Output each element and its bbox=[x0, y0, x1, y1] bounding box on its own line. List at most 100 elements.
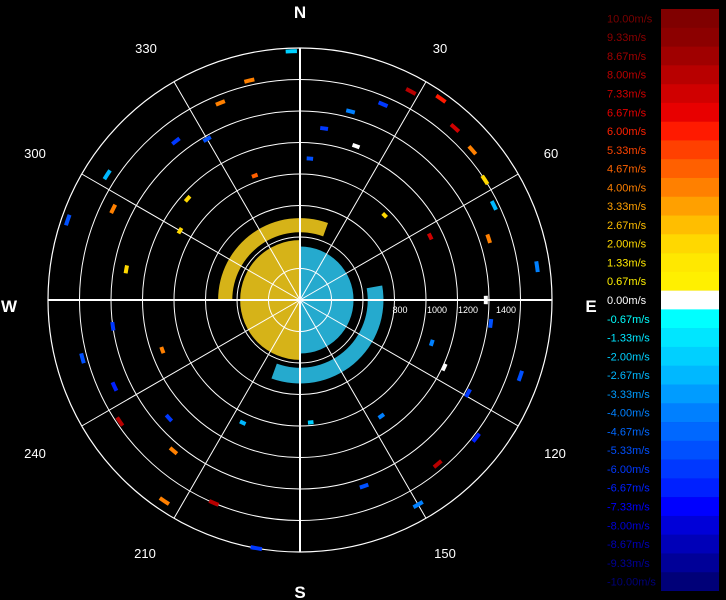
legend-swatch bbox=[661, 497, 719, 517]
bearing-spoke-300 bbox=[81, 173, 301, 301]
legend-swatch bbox=[661, 515, 719, 535]
compass-east: E bbox=[585, 297, 596, 316]
echo-region-approaching-ring bbox=[218, 218, 329, 300]
legend-label: 0.67m/s bbox=[607, 276, 647, 288]
velocity-gate bbox=[243, 77, 255, 84]
legend-swatch bbox=[661, 403, 719, 423]
legend-swatch bbox=[661, 102, 719, 122]
velocity-gate bbox=[215, 99, 226, 107]
bearing-label-330: 330 bbox=[135, 41, 157, 56]
legend-label: -6.67m/s bbox=[607, 483, 650, 495]
scattered-gates bbox=[64, 49, 540, 552]
range-label-1200: 1200 bbox=[458, 305, 478, 315]
velocity-gate bbox=[250, 545, 263, 552]
bearing-label-300: 300 bbox=[24, 146, 46, 161]
bearing-spoke-60 bbox=[299, 173, 519, 301]
legend-swatch bbox=[661, 309, 719, 329]
legend-swatch bbox=[661, 365, 719, 385]
velocity-gate bbox=[516, 370, 524, 382]
compass-north: N bbox=[294, 3, 306, 22]
velocity-gate bbox=[440, 363, 448, 372]
velocity-gate bbox=[109, 203, 118, 214]
polar-grid bbox=[47, 47, 553, 553]
legend-swatch bbox=[661, 253, 719, 273]
legend-label: -6.00m/s bbox=[607, 464, 650, 476]
velocity-gate bbox=[534, 260, 540, 273]
legend-label: -7.33m/s bbox=[607, 502, 650, 514]
velocity-gate bbox=[464, 388, 472, 398]
legend-label: -9.33m/s bbox=[607, 558, 650, 570]
velocity-gate bbox=[123, 265, 129, 274]
velocity-gate bbox=[377, 100, 389, 109]
legend-label: -0.67m/s bbox=[607, 314, 650, 326]
legend-swatch bbox=[661, 328, 719, 348]
velocity-gate bbox=[428, 339, 435, 347]
bearing-label-120: 120 bbox=[544, 446, 566, 461]
legend-swatch bbox=[661, 290, 719, 310]
velocity-gate bbox=[102, 169, 112, 181]
legend-swatch bbox=[661, 215, 719, 235]
velocity-gate bbox=[176, 226, 184, 235]
range-label-1400: 1400 bbox=[496, 305, 516, 315]
velocity-gate bbox=[183, 194, 192, 203]
legend-swatch bbox=[661, 196, 719, 216]
legend-label: 5.33m/s bbox=[607, 145, 647, 157]
velocity-gate bbox=[480, 174, 490, 186]
velocity-gate bbox=[449, 122, 461, 133]
bearing-spoke-210 bbox=[173, 299, 301, 519]
velocity-gate bbox=[345, 108, 356, 115]
legend-swatch bbox=[661, 9, 719, 29]
legend-swatch bbox=[661, 234, 719, 254]
legend-label: 4.00m/s bbox=[607, 182, 647, 194]
velocity-gate bbox=[467, 144, 478, 156]
legend-swatch bbox=[661, 572, 719, 591]
legend-label: 6.67m/s bbox=[607, 107, 647, 119]
compass-south: S bbox=[294, 583, 305, 600]
legend-label: -8.00m/s bbox=[607, 520, 650, 532]
legend-label: -1.33m/s bbox=[607, 333, 650, 345]
velocity-color-legend: 10.00m/s 9.33m/s 8.67m/s 8.00m/s 7.33m/s 6.67… bbox=[603, 9, 723, 591]
velocity-gate bbox=[202, 135, 212, 143]
legend-swatch bbox=[661, 177, 719, 198]
velocity-gate bbox=[208, 499, 220, 507]
legend-swatch bbox=[661, 553, 719, 573]
velocity-gate bbox=[251, 172, 259, 179]
velocity-gate bbox=[79, 352, 86, 364]
legend-label: -3.33m/s bbox=[607, 389, 650, 401]
velocity-gate bbox=[110, 321, 116, 331]
velocity-gate bbox=[432, 459, 443, 469]
legend-label: 0.00m/s bbox=[607, 295, 647, 307]
legend-swatch bbox=[661, 422, 719, 442]
echo-region-receding-ring bbox=[271, 285, 384, 384]
velocity-gate bbox=[110, 381, 119, 392]
legend-label: -10.00m/s bbox=[607, 577, 656, 589]
legend-label: -4.67m/s bbox=[607, 426, 650, 438]
legend-label: 2.00m/s bbox=[607, 239, 647, 251]
bearing-spoke-30 bbox=[299, 81, 427, 301]
legend-swatch bbox=[661, 46, 719, 66]
velocity-gate bbox=[435, 93, 447, 104]
velocity-gate bbox=[412, 500, 424, 509]
legend-swatch bbox=[661, 534, 719, 554]
velocity-gate bbox=[489, 200, 498, 211]
bearing-spoke-330 bbox=[173, 81, 301, 301]
velocity-gate bbox=[381, 212, 388, 219]
legend-label: -2.00m/s bbox=[607, 351, 650, 363]
legend-swatch bbox=[661, 65, 719, 85]
legend-label: -5.33m/s bbox=[607, 445, 650, 457]
velocity-gate bbox=[377, 412, 386, 420]
legend-swatch bbox=[661, 27, 719, 47]
legend-swatch bbox=[661, 346, 719, 367]
velocity-gate bbox=[488, 318, 494, 329]
bearing-label-150: 150 bbox=[434, 546, 456, 561]
velocity-gate bbox=[171, 136, 181, 146]
velocity-gate bbox=[239, 419, 247, 426]
velocity-gate bbox=[168, 446, 179, 456]
bearing-spoke-240 bbox=[81, 299, 301, 427]
bearing-spoke-120 bbox=[299, 299, 519, 427]
legend-label: 10.00m/s bbox=[607, 13, 653, 25]
range-label-800: 800 bbox=[392, 305, 407, 315]
velocity-gate bbox=[405, 87, 417, 96]
velocity-gate bbox=[115, 416, 125, 427]
legend-label: 8.67m/s bbox=[607, 51, 647, 63]
